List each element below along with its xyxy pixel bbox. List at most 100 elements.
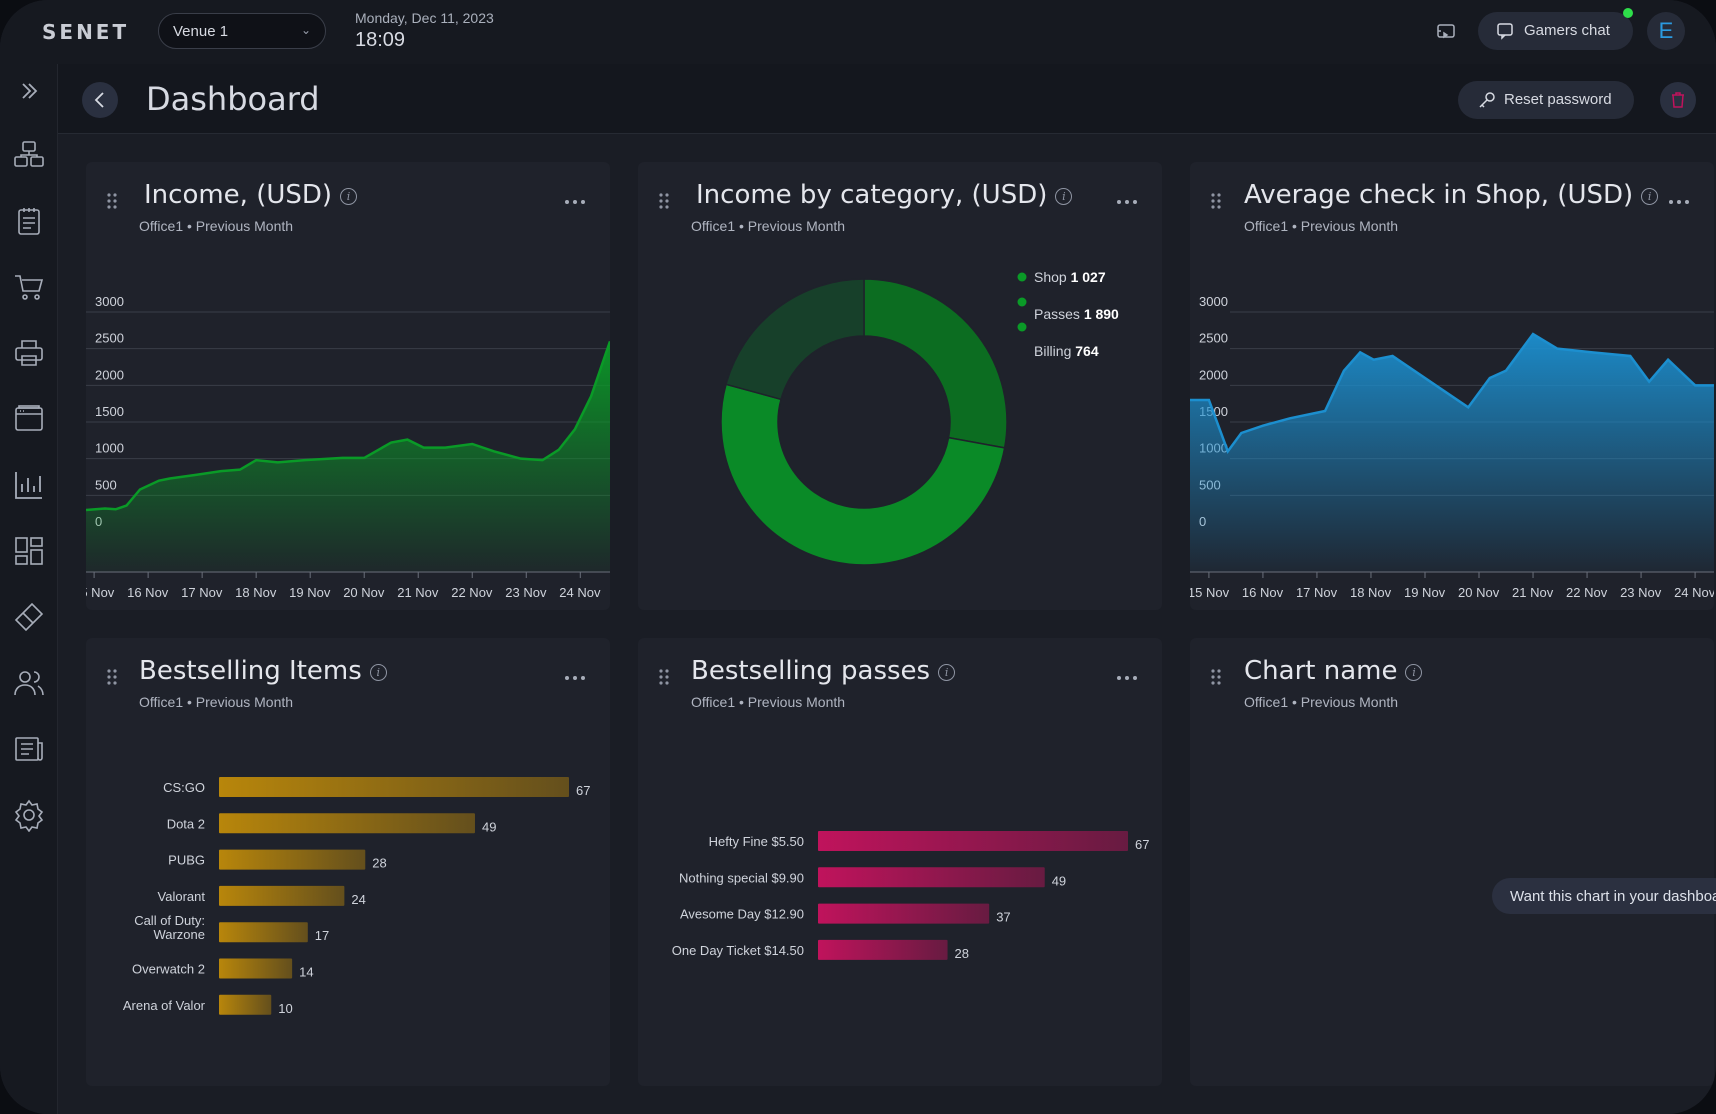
category-label: One Day Ticket $14.50 <box>672 943 804 958</box>
online-dot <box>1623 8 1633 18</box>
more-options-icon[interactable] <box>1116 192 1138 204</box>
info-icon[interactable]: i <box>340 188 358 205</box>
category-label: Arena of Valor <box>123 998 206 1013</box>
current-time: 18:09 <box>355 29 406 51</box>
bar-value-label: 49 <box>1052 873 1066 888</box>
y-tick-label: 1000 <box>95 441 124 456</box>
ticket-icon[interactable] <box>12 600 46 634</box>
bar <box>818 903 990 924</box>
bar-value-label: 67 <box>576 783 590 798</box>
y-tick-label: 2000 <box>1199 367 1228 382</box>
bar-chart-icon[interactable] <box>12 468 46 502</box>
legend-value: 764 <box>1075 343 1099 359</box>
income-by-category-chart: Shop 1 027 Passes 1 890 Billing 764 <box>720 269 1119 566</box>
page-title: Dashboard <box>146 80 320 118</box>
more-options-icon[interactable] <box>564 192 586 204</box>
info-icon[interactable]: i <box>369 664 387 681</box>
x-tick-label: 22 Nov <box>451 585 493 600</box>
bar <box>219 885 345 906</box>
x-tick-label: 21 Nov <box>397 585 439 600</box>
legend-marker <box>1017 297 1027 307</box>
drag-handle-icon[interactable] <box>658 192 670 210</box>
x-tick-label: 18 Nov <box>235 585 277 600</box>
card-title-text: Income by category, (USD) <box>696 180 1048 210</box>
cart-icon[interactable] <box>12 270 46 304</box>
pie-slice-billing <box>725 278 865 401</box>
drag-handle-icon[interactable] <box>1210 192 1222 210</box>
top-bar: SENET Venue 1 ⌄ Monday, Dec 11, 2023 18:… <box>0 0 1716 64</box>
info-icon[interactable]: i <box>1641 188 1659 205</box>
y-tick-label: 500 <box>95 477 117 492</box>
brand-logo: SENET <box>42 20 130 44</box>
reset-password-label: Reset password <box>1504 91 1612 108</box>
more-options-icon[interactable] <box>1116 668 1138 680</box>
card-title-text: Chart name <box>1244 656 1398 686</box>
card-subtitle: Office1 • Previous Month <box>139 694 294 710</box>
x-tick-label: 22 Nov <box>1566 585 1608 600</box>
legend-marker <box>1017 322 1027 332</box>
x-tick-label: 20 Nov <box>1458 585 1500 600</box>
card-bestselling-passes: Bestselling passes i Office1 • Previous M… <box>638 638 1162 1086</box>
x-tick-label: 16 Nov <box>1242 585 1284 600</box>
bar <box>219 813 475 834</box>
more-options-icon[interactable] <box>564 668 586 680</box>
key-icon <box>1479 92 1495 108</box>
sidebar <box>0 64 58 1114</box>
drag-handle-icon[interactable] <box>106 668 118 686</box>
news-icon[interactable] <box>12 732 46 766</box>
gamers-chat-button[interactable]: Gamers chat <box>1478 8 1633 50</box>
add-chart-cta[interactable]: Want this chart in your dashboard <box>1492 878 1716 914</box>
x-tick-label: 15 Nov <box>86 585 115 600</box>
cast-icon[interactable] <box>1436 22 1456 42</box>
date-time: Monday, Dec 11, 2023 18:09 <box>355 10 494 52</box>
bar <box>219 958 293 979</box>
drag-handle-icon[interactable] <box>106 192 118 210</box>
reports-icon[interactable] <box>12 204 46 238</box>
series-line <box>86 340 610 512</box>
info-icon[interactable]: i <box>1055 188 1073 205</box>
card-title-text: Average check in Shop, (USD) <box>1244 180 1634 210</box>
y-tick-label: 3000 <box>1199 294 1228 309</box>
pie-slice-shop <box>863 278 1008 449</box>
x-tick-label: 20 Nov <box>343 585 385 600</box>
bar <box>818 867 1045 888</box>
bar-value-label: 17 <box>315 928 329 943</box>
devices-icon[interactable] <box>12 138 46 172</box>
venue-select[interactable]: Venue 1 ⌄ <box>158 13 326 49</box>
delete-button[interactable] <box>1660 82 1696 118</box>
expand-icon[interactable] <box>12 74 46 108</box>
y-tick-label: 2000 <box>95 367 124 382</box>
more-options-icon[interactable] <box>1668 192 1690 204</box>
users-icon[interactable] <box>12 666 46 700</box>
card-title: Bestselling passes i <box>691 656 956 686</box>
reset-password-button[interactable]: Reset password <box>1458 81 1634 119</box>
info-icon[interactable]: i <box>938 664 956 681</box>
legend-label: Billing <box>1034 343 1075 359</box>
settings-icon[interactable] <box>12 798 46 833</box>
category-label: Hefty Fine $5.50 <box>709 834 804 849</box>
gamers-chat-label: Gamers chat <box>1524 22 1610 39</box>
windows-icon[interactable] <box>12 402 46 436</box>
x-tick-label: 15 Nov <box>1190 585 1230 600</box>
info-icon[interactable]: i <box>1405 664 1423 681</box>
avatar[interactable]: E <box>1647 12 1685 50</box>
back-button[interactable] <box>82 82 118 118</box>
drag-handle-icon[interactable] <box>1210 668 1222 686</box>
printer-icon[interactable] <box>12 336 46 370</box>
card-title-text: Bestselling passes <box>691 656 931 686</box>
bar-value-label: 49 <box>482 819 496 834</box>
card-subtitle: Office1 • Previous Month <box>1244 694 1399 710</box>
bar-value-label: 37 <box>996 910 1010 925</box>
x-tick-label: 17 Nov <box>181 585 223 600</box>
widgets-icon[interactable] <box>12 534 46 568</box>
drag-handle-icon[interactable] <box>658 668 670 686</box>
pie-slice-passes <box>720 383 1006 566</box>
card-title: Bestselling Items i <box>139 656 387 686</box>
x-tick-label: 23 Nov <box>505 585 547 600</box>
series-area <box>86 341 610 572</box>
x-tick-label: 21 Nov <box>1512 585 1554 600</box>
x-tick-label: 19 Nov <box>289 585 331 600</box>
